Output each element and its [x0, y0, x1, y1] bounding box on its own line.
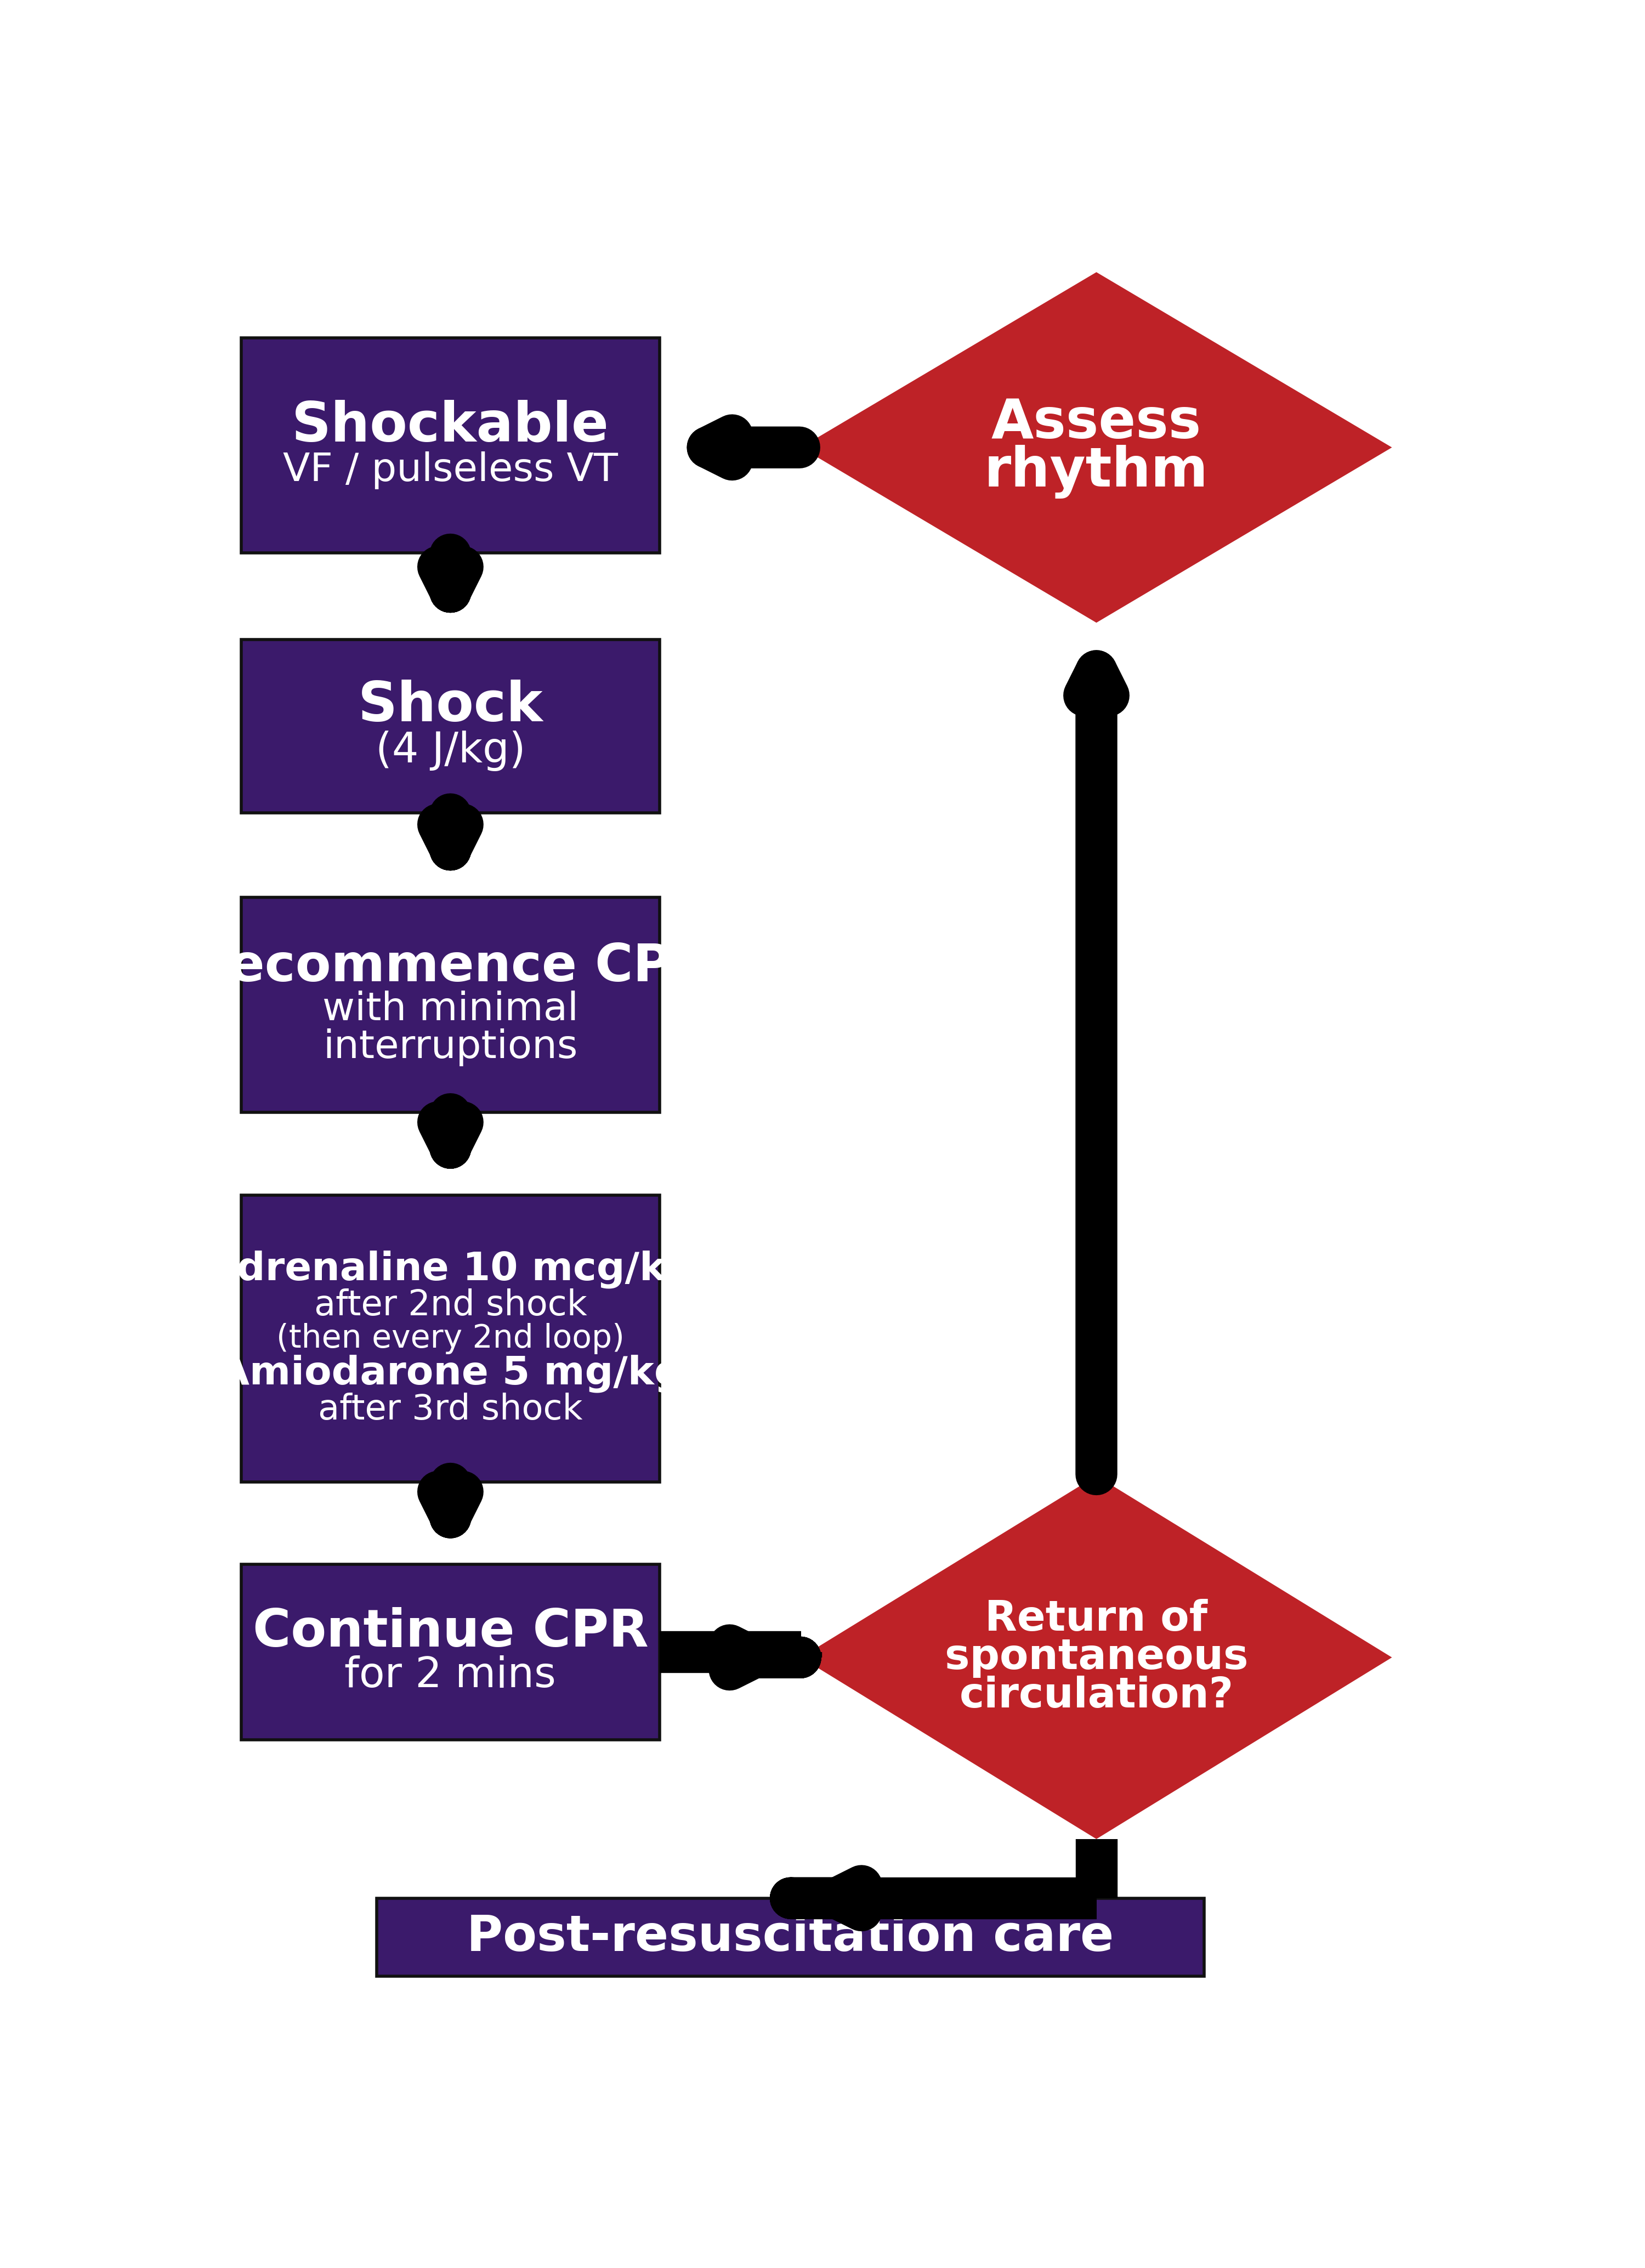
- Text: for 2 mins: for 2 mins: [344, 1656, 556, 1696]
- Text: Shockable: Shockable: [291, 399, 609, 454]
- FancyBboxPatch shape: [377, 1898, 1204, 1975]
- Text: with minimal: with minimal: [322, 991, 579, 1027]
- FancyBboxPatch shape: [242, 1565, 660, 1740]
- Polygon shape: [801, 1476, 1392, 1839]
- Text: Continue CPR: Continue CPR: [253, 1608, 648, 1658]
- Text: Return of: Return of: [985, 1599, 1207, 1640]
- Text: spontaneous: spontaneous: [944, 1637, 1249, 1678]
- Text: Amiodarone 5 mg/kg: Amiodarone 5 mg/kg: [219, 1354, 683, 1393]
- Text: (4 J/kg): (4 J/kg): [375, 730, 525, 771]
- FancyBboxPatch shape: [242, 1195, 660, 1483]
- Text: Post-resuscitation care: Post-resuscitation care: [467, 1914, 1114, 1962]
- Text: rhythm: rhythm: [984, 445, 1209, 499]
- Text: Recommence CPR: Recommence CPR: [189, 941, 711, 991]
- FancyBboxPatch shape: [242, 640, 660, 812]
- FancyBboxPatch shape: [242, 898, 660, 1114]
- Text: Shock: Shock: [359, 680, 543, 733]
- Polygon shape: [801, 272, 1392, 624]
- Text: interruptions: interruptions: [322, 1030, 577, 1066]
- Text: after 3rd shock: after 3rd shock: [317, 1393, 582, 1427]
- Text: Adrenaline 10 mcg/kg: Adrenaline 10 mcg/kg: [206, 1250, 694, 1288]
- Text: after 2nd shock: after 2nd shock: [314, 1288, 587, 1322]
- FancyBboxPatch shape: [242, 338, 660, 553]
- Text: circulation?: circulation?: [959, 1676, 1234, 1717]
- Text: VF / pulseless VT: VF / pulseless VT: [283, 451, 619, 490]
- Text: (then every 2nd loop): (then every 2nd loop): [276, 1322, 625, 1354]
- Text: Assess: Assess: [992, 397, 1201, 449]
